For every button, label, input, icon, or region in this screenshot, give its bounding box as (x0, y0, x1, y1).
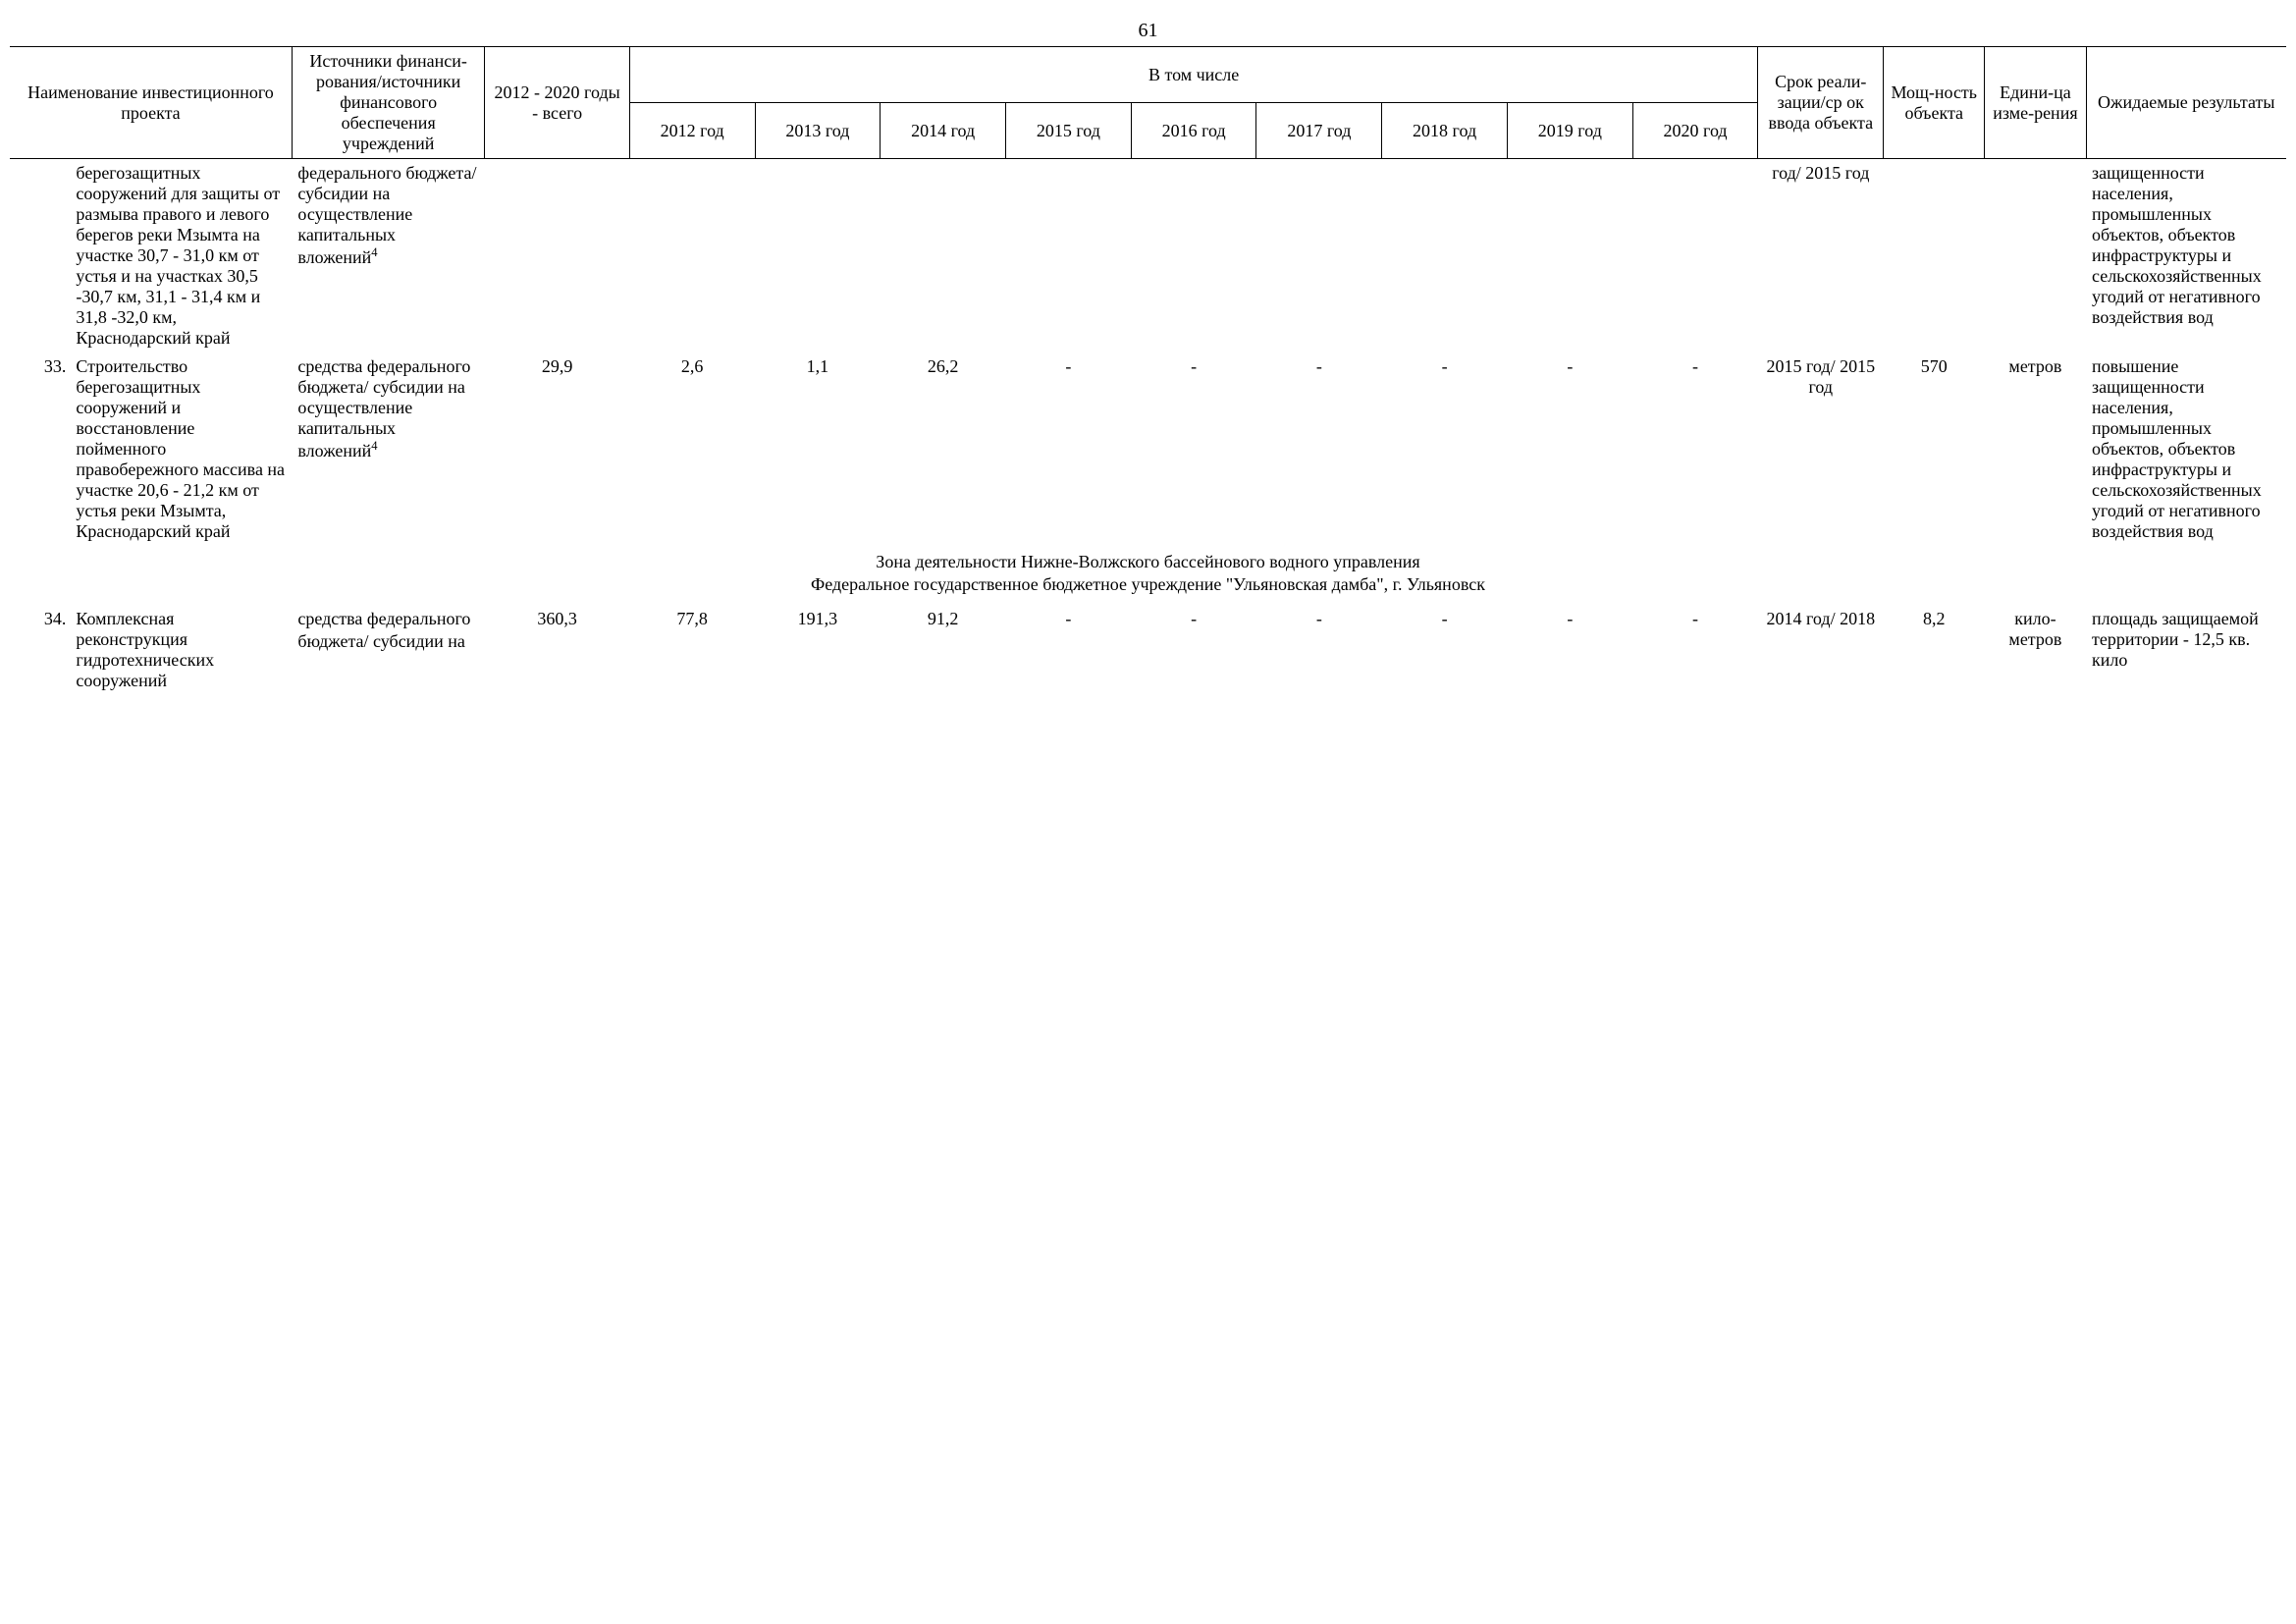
row-srok: 2015 год/ 2015 год (1758, 352, 1884, 546)
cell-2014: 26,2 (881, 352, 1006, 546)
col-result: Ожидаемые результаты (2086, 47, 2286, 159)
row-unit: кило-метров (1985, 605, 2086, 695)
col-2018: 2018 год (1382, 103, 1508, 159)
section-text: Зона деятельности Нижне-Волжского бассей… (10, 546, 2286, 574)
cell-2018 (1382, 159, 1508, 353)
cell-2015: - (1006, 605, 1132, 695)
cell-2012: 77,8 (629, 605, 755, 695)
col-2012: 2012 год (629, 103, 755, 159)
row-index (10, 159, 70, 353)
page-number: 61 (10, 20, 2286, 42)
cell-2020: - (1632, 605, 1758, 695)
col-name: Наименование инвестиционного проекта (10, 47, 292, 159)
col-unit: Едини-ца изме-рения (1985, 47, 2086, 159)
cell-2016: - (1131, 605, 1256, 695)
table-row: 34. Комплексная реконструкция гидротехни… (10, 605, 2286, 695)
cell-2014: 91,2 (881, 605, 1006, 695)
col-2013: 2013 год (755, 103, 881, 159)
cell-2017 (1256, 159, 1382, 353)
cell-2016 (1131, 159, 1256, 353)
row-unit: метров (1985, 352, 2086, 546)
table-row: берегозащитных сооружений для защиты от … (10, 159, 2286, 353)
row-result: площадь защищаемой территории - 12,5 кв.… (2086, 605, 2286, 695)
cell-2015 (1006, 159, 1132, 353)
row-index: 34. (10, 605, 70, 695)
col-including: В том числе (629, 47, 1758, 103)
row-result: повышение защищенности населения, промыш… (2086, 352, 2286, 546)
row-srok: 2014 год/ 2018 (1758, 605, 1884, 695)
table-header: Наименование инвестиционного проекта Ист… (10, 47, 2286, 159)
cell-2020 (1632, 159, 1758, 353)
cell-2014 (881, 159, 1006, 353)
row-mosh (1884, 159, 1985, 353)
cell-2017: - (1256, 605, 1382, 695)
row-srok: год/ 2015 год (1758, 159, 1884, 353)
col-srok: Срок реали-зации/ср ок ввода объекта (1758, 47, 1884, 159)
col-2017: 2017 год (1256, 103, 1382, 159)
row-source: федерального бюджета/ субсидии на осущес… (292, 159, 485, 353)
row-source: средства федерального бюджета/ субсидии … (292, 605, 485, 695)
cell-2019 (1507, 159, 1632, 353)
row-name: Комплексная реконструкция гидротехническ… (70, 605, 292, 695)
row-total: 29,9 (485, 352, 629, 546)
row-total (485, 159, 629, 353)
cell-2012: 2,6 (629, 352, 755, 546)
col-2014: 2014 год (881, 103, 1006, 159)
cell-2020: - (1632, 352, 1758, 546)
row-mosh: 8,2 (1884, 605, 1985, 695)
cell-2019: - (1507, 352, 1632, 546)
cell-2013: 191,3 (755, 605, 881, 695)
row-result: защищенности населения, промышленных объ… (2086, 159, 2286, 353)
row-unit (1985, 159, 2086, 353)
row-name: Строительство берегозащитных сооружений … (70, 352, 292, 546)
section-heading: Зона деятельности Нижне-Волжского бассей… (10, 546, 2286, 574)
table-row: 33. Строительство берегозащитных сооруже… (10, 352, 2286, 546)
cell-2013 (755, 159, 881, 353)
row-total: 360,3 (485, 605, 629, 695)
cell-2017: - (1256, 352, 1382, 546)
row-source: средства федерального бюджета/ субсидии … (292, 352, 485, 546)
row-mosh: 570 (1884, 352, 1985, 546)
col-sources: Источники финанси-рования/источники фина… (292, 47, 485, 159)
cell-2013: 1,1 (755, 352, 881, 546)
col-total: 2012 - 2020 годы - всего (485, 47, 629, 159)
col-2016: 2016 год (1131, 103, 1256, 159)
section-subheading: Федеральное государственное бюджетное уч… (10, 574, 2286, 605)
cell-2019: - (1507, 605, 1632, 695)
cell-2012 (629, 159, 755, 353)
col-mosh: Мощ-ность объекта (1884, 47, 1985, 159)
cell-2018: - (1382, 352, 1508, 546)
col-2015: 2015 год (1006, 103, 1132, 159)
section-text: Федеральное государственное бюджетное уч… (10, 574, 2286, 605)
cell-2018: - (1382, 605, 1508, 695)
cell-2015: - (1006, 352, 1132, 546)
investment-table: Наименование инвестиционного проекта Ист… (10, 46, 2286, 695)
col-2019: 2019 год (1507, 103, 1632, 159)
row-index: 33. (10, 352, 70, 546)
col-2020: 2020 год (1632, 103, 1758, 159)
row-name: берегозащитных сооружений для защиты от … (70, 159, 292, 353)
cell-2016: - (1131, 352, 1256, 546)
